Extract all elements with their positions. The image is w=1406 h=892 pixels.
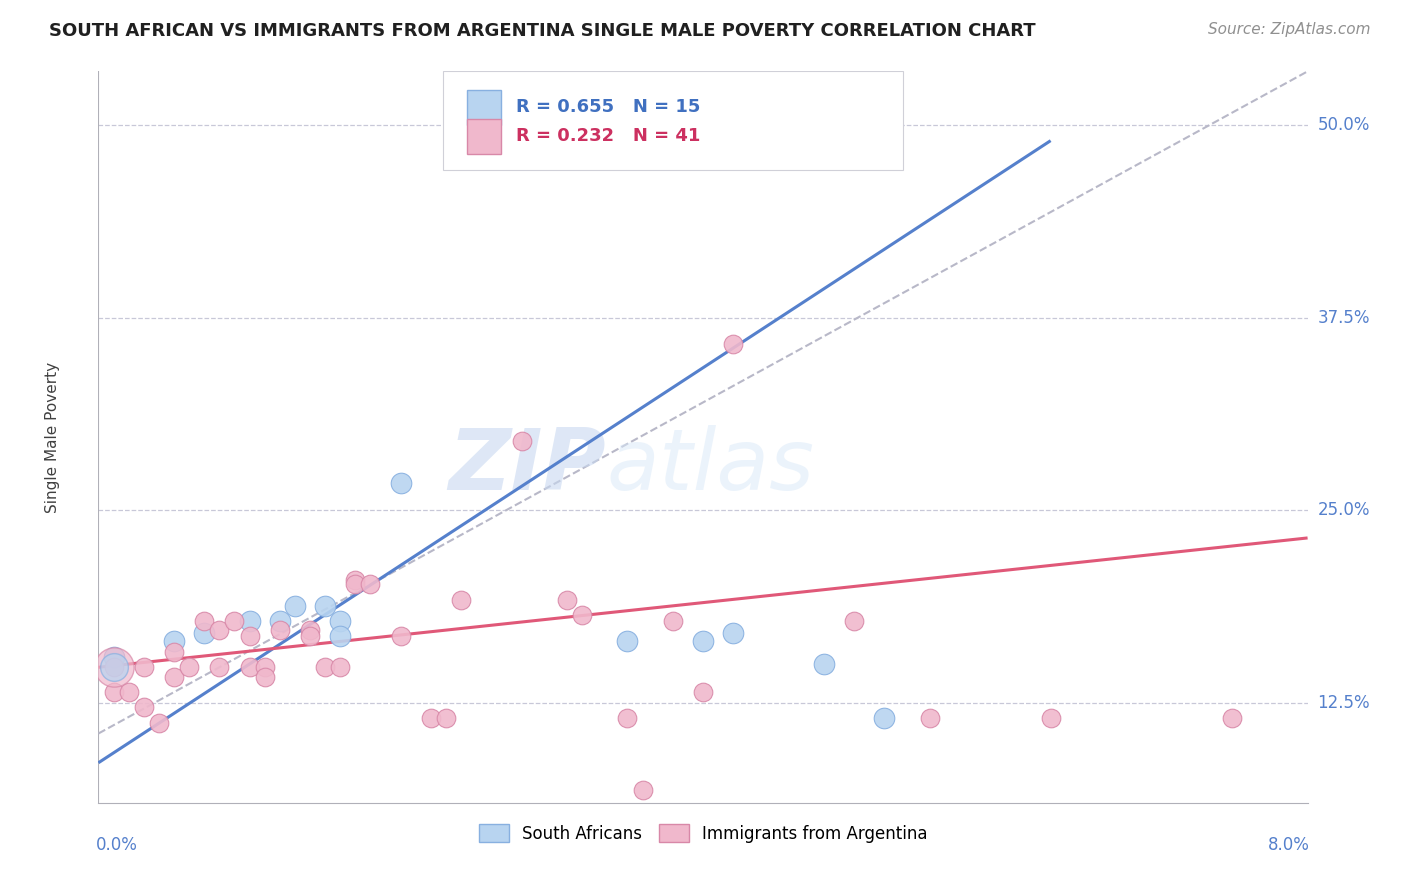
- Point: [571, 607, 593, 622]
- Point: [450, 592, 472, 607]
- Point: [208, 660, 231, 674]
- Text: R = 0.232   N = 41: R = 0.232 N = 41: [516, 128, 700, 145]
- Point: [179, 660, 201, 674]
- Text: 8.0%: 8.0%: [1268, 836, 1310, 854]
- Point: [918, 711, 941, 725]
- Text: 12.5%: 12.5%: [1317, 694, 1369, 712]
- Point: [253, 669, 276, 683]
- Point: [631, 783, 654, 797]
- FancyBboxPatch shape: [467, 90, 501, 125]
- Point: [103, 660, 125, 674]
- Point: [193, 626, 215, 640]
- Point: [148, 715, 170, 730]
- Point: [103, 649, 125, 664]
- Point: [434, 711, 457, 725]
- Text: ZIP: ZIP: [449, 425, 606, 508]
- Text: 50.0%: 50.0%: [1317, 116, 1369, 135]
- Point: [389, 630, 412, 644]
- Point: [299, 624, 322, 638]
- Point: [844, 614, 866, 628]
- Point: [389, 475, 412, 490]
- Point: [873, 711, 896, 725]
- FancyBboxPatch shape: [443, 71, 903, 170]
- Point: [163, 669, 186, 683]
- Point: [193, 614, 215, 628]
- Point: [239, 660, 262, 674]
- Text: 25.0%: 25.0%: [1317, 501, 1369, 519]
- Point: [661, 614, 683, 628]
- Point: [132, 700, 155, 714]
- Point: [224, 614, 246, 628]
- Point: [420, 711, 443, 725]
- Point: [103, 660, 125, 674]
- Text: R = 0.655   N = 15: R = 0.655 N = 15: [516, 98, 700, 116]
- Point: [239, 614, 262, 628]
- Text: SOUTH AFRICAN VS IMMIGRANTS FROM ARGENTINA SINGLE MALE POVERTY CORRELATION CHART: SOUTH AFRICAN VS IMMIGRANTS FROM ARGENTI…: [49, 22, 1036, 40]
- Point: [132, 660, 155, 674]
- Point: [555, 592, 578, 607]
- Text: 37.5%: 37.5%: [1317, 309, 1369, 326]
- Point: [813, 657, 835, 672]
- Point: [329, 614, 352, 628]
- Point: [239, 630, 262, 644]
- Point: [329, 630, 352, 644]
- Text: 0.0%: 0.0%: [96, 836, 138, 854]
- Point: [616, 634, 638, 648]
- Point: [344, 573, 367, 587]
- Point: [269, 624, 291, 638]
- Point: [163, 634, 186, 648]
- Point: [299, 630, 322, 644]
- Point: [253, 660, 276, 674]
- Point: [163, 645, 186, 659]
- Point: [723, 337, 745, 351]
- Point: [692, 685, 714, 699]
- Point: [723, 626, 745, 640]
- Point: [118, 685, 141, 699]
- Point: [103, 660, 125, 674]
- Point: [314, 599, 336, 613]
- Point: [510, 434, 533, 448]
- Point: [344, 577, 367, 591]
- Point: [208, 624, 231, 638]
- Text: Single Male Poverty: Single Male Poverty: [45, 361, 60, 513]
- Point: [1039, 711, 1062, 725]
- Point: [314, 660, 336, 674]
- Point: [103, 685, 125, 699]
- FancyBboxPatch shape: [467, 119, 501, 154]
- Point: [284, 599, 307, 613]
- Legend: South Africans, Immigrants from Argentina: South Africans, Immigrants from Argentin…: [472, 817, 934, 849]
- Point: [269, 614, 291, 628]
- Text: Source: ZipAtlas.com: Source: ZipAtlas.com: [1208, 22, 1371, 37]
- Point: [329, 660, 352, 674]
- Point: [360, 577, 382, 591]
- Point: [1220, 711, 1243, 725]
- Text: atlas: atlas: [606, 425, 814, 508]
- Point: [692, 634, 714, 648]
- Point: [616, 711, 638, 725]
